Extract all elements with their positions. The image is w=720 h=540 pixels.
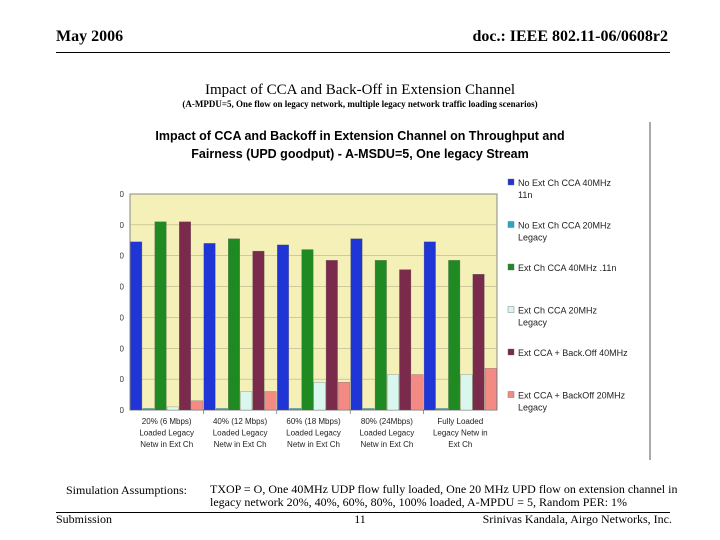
legend-label: Legacy: [518, 233, 548, 243]
bar: [179, 221, 191, 411]
bar: [448, 260, 461, 411]
x-tick-label: Netw in Ext Ch: [287, 440, 340, 449]
legend-label: Ext CCA + BackOff 20MHz: [518, 391, 626, 401]
legend-swatch: [507, 178, 515, 186]
x-tick-label: Netw in Ext Ch: [214, 440, 267, 449]
bar: [423, 241, 436, 411]
legend-label: Legacy: [518, 318, 548, 328]
x-tick-label: 60% (18 Mbps): [286, 417, 341, 426]
legend-swatch: [507, 348, 515, 356]
bar: [362, 408, 375, 411]
bar: [228, 238, 240, 411]
y-axis: 0 20 40 60 80 100 120 140: [120, 190, 125, 415]
y-tick-label: 60: [120, 313, 125, 322]
x-tick-label: 20% (6 Mbps): [142, 417, 192, 426]
footer-submission: Submission: [56, 512, 113, 526]
bar: [313, 382, 326, 411]
footer-rule: [56, 512, 670, 513]
bar: [387, 374, 399, 411]
bar: [374, 260, 387, 411]
bar: [166, 406, 179, 411]
bar: [399, 269, 412, 411]
legend-label: Ext Ch CCA 40MHz .11n: [518, 263, 616, 273]
legend-swatch: [507, 221, 515, 228]
legend-label: Ext CCA + Back.Off 40MHz: [518, 348, 628, 358]
y-tick-label: 40: [120, 344, 125, 353]
chart-title-line-2: Fairness (UPD goodput) - A-MSDU=5, One l…: [191, 147, 528, 161]
bar: [264, 391, 277, 411]
legend-swatch: [507, 306, 515, 313]
bar: [484, 368, 497, 411]
x-tick-label: Netw in Ext Ch: [360, 440, 413, 449]
assumptions-text: TXOP = O, One 40MHz UDP flow fully loade…: [210, 482, 678, 509]
footer-page-number: 11: [354, 512, 366, 526]
bar: [289, 408, 302, 411]
y-tick-label: 140: [120, 190, 125, 199]
assumptions-label: Simulation Assumptions:: [66, 483, 188, 497]
bar: [277, 244, 289, 411]
bar: [301, 249, 314, 411]
x-tick-label: Fully Loaded: [437, 417, 483, 426]
bar: [460, 374, 473, 411]
legend-label: No Ext Ch CCA 20MHz: [518, 221, 612, 231]
bar: [350, 238, 363, 411]
x-tick-label: Loaded Legacy: [139, 429, 194, 438]
bar: [325, 260, 338, 411]
header-rule: [56, 52, 670, 53]
bar: [203, 243, 216, 411]
x-tick-label: Loaded Legacy: [286, 429, 341, 438]
x-tick-label: Loaded Legacy: [360, 429, 415, 438]
bar: [240, 391, 253, 411]
header-date: May 2006: [56, 28, 124, 45]
bar: [411, 374, 424, 411]
x-tick-label: Loaded Legacy: [213, 429, 268, 438]
slide-subtitle: (A-MPDU=5, One flow on legacy network, m…: [182, 99, 538, 109]
bar: [215, 408, 228, 411]
x-tick-label: Ext Ch: [448, 440, 472, 449]
bars: [130, 221, 497, 411]
legend-swatch: [507, 391, 515, 398]
legend: No Ext Ch CCA 40MHz 11n No Ext Ch CCA 20MH…: [507, 178, 628, 413]
x-tick-label: Legacy Netw in: [433, 429, 488, 438]
x-tick-label: 40% (12 Mbps): [213, 417, 268, 426]
header-doc-id: doc.: IEEE 802.11-06/0608r2: [472, 28, 668, 45]
bar: [130, 241, 143, 411]
chart-title-line-1: Impact of CCA and Backoff in Extension C…: [155, 129, 564, 143]
bar: [191, 400, 204, 411]
gridlines: [130, 224, 497, 380]
bar: [436, 408, 448, 411]
y-tick-label: 120: [120, 221, 125, 230]
x-tick-label: Netw in Ext Ch: [140, 440, 193, 449]
y-tick-label: 100: [120, 252, 125, 261]
bar: [154, 221, 167, 411]
bar: [252, 250, 265, 411]
bar: [338, 382, 350, 411]
y-tick-label: 0: [120, 406, 125, 415]
x-axis: 20% (6 Mbps) Loaded Legacy Netw in Ext Ch 4…: [139, 410, 488, 449]
x-tick-label: 80% (24Mbps): [361, 417, 413, 426]
bar: [142, 408, 155, 411]
throughput-chart: Impact of CCA and Backoff in Extension C…: [120, 122, 651, 460]
slide-title: Impact of CCA and Back-Off in Extension …: [204, 82, 516, 98]
footer-author: Srinivas Kandala, Airgo Networks, Inc.: [482, 512, 672, 526]
y-tick-label: 80: [120, 283, 125, 292]
legend-label: No Ext Ch CCA 40MHz: [518, 178, 612, 188]
plot-area: [129, 193, 498, 411]
legend-swatch: [507, 263, 515, 271]
legend-label: 11n: [518, 190, 532, 200]
legend-label: Legacy: [518, 403, 548, 413]
bar: [472, 274, 485, 411]
y-tick-label: 20: [120, 375, 125, 384]
legend-label: Ext Ch CCA 20MHz: [518, 306, 598, 316]
